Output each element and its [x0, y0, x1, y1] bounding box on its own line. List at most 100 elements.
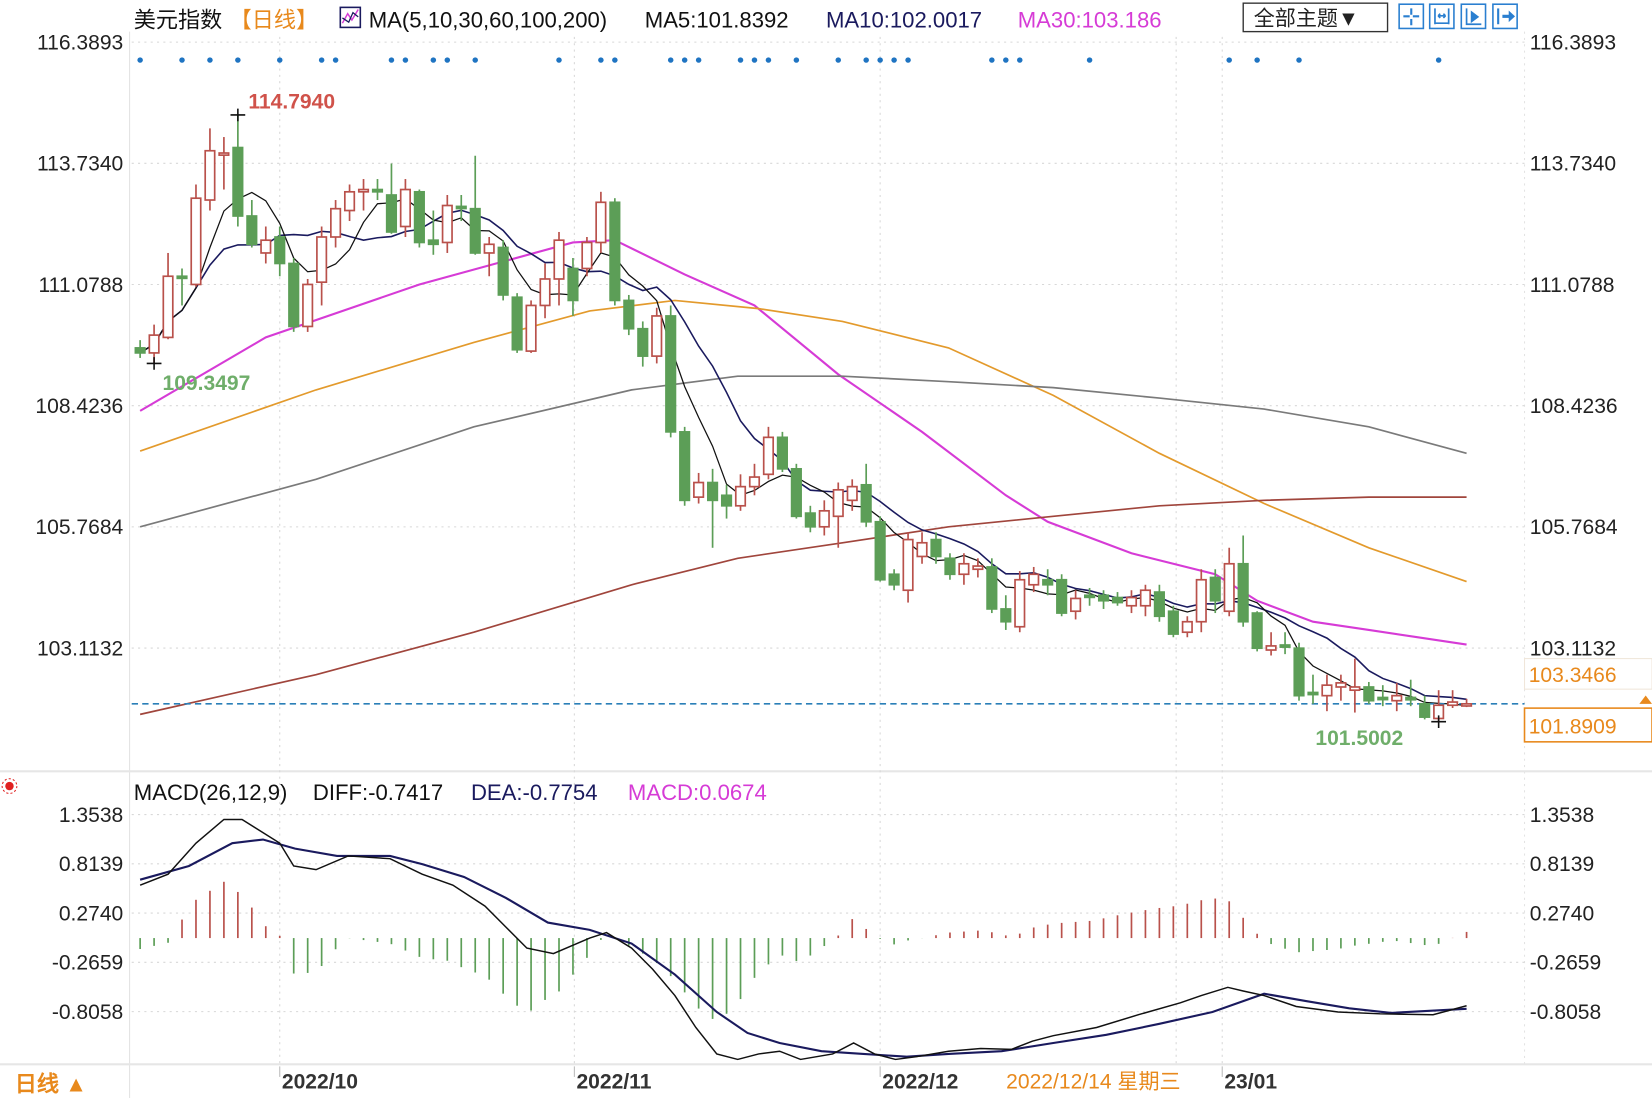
price-axis-label-left: 116.3893	[37, 32, 123, 55]
candlestick	[1363, 681, 1375, 704]
crosshair-icon[interactable]	[1398, 3, 1425, 30]
candlestick	[609, 198, 621, 306]
candlestick	[1056, 574, 1068, 617]
candlestick	[1447, 690, 1459, 708]
period-label[interactable]: 【日线】	[230, 7, 318, 32]
candle-body-down	[1097, 594, 1110, 602]
candlestick	[511, 293, 523, 353]
price-axis-label-left: 111.0788	[39, 274, 124, 297]
candle-body-up	[343, 190, 356, 212]
axis-labels: 116.3893 116.3893 113.7340 113.7340 111.0788…	[35, 32, 1617, 1094]
candlesticks: 114.7940 109.3497 101.5002	[134, 91, 1473, 750]
candlestick	[232, 115, 244, 227]
signal-dot	[235, 57, 241, 63]
candle-body-up	[399, 188, 411, 228]
macd-settings-icon[interactable]	[1, 778, 18, 794]
candlestick	[330, 200, 342, 248]
play-forward-icon[interactable]	[1460, 3, 1487, 30]
signal-dot	[667, 57, 674, 63]
low-marker-left	[146, 357, 162, 370]
ma30-value: MA30:103.186	[1018, 7, 1162, 32]
last-price-tag	[1523, 707, 1652, 743]
candlestick	[804, 505, 816, 533]
candle-body-up	[190, 197, 202, 286]
candlestick	[944, 553, 956, 580]
candlestick	[399, 179, 411, 237]
price-axis-label-right: 108.4236	[1530, 395, 1618, 418]
candle-body-down	[720, 494, 733, 507]
macd-axis-label-right: -0.2659	[1530, 952, 1601, 975]
candle-body-down	[1056, 578, 1068, 614]
candle-body-up	[316, 236, 328, 284]
candlestick	[1070, 590, 1082, 620]
signal-dot	[332, 57, 339, 63]
price-axis-label-right: 116.3893	[1530, 32, 1616, 55]
candlestick	[343, 184, 356, 222]
candlestick	[581, 236, 593, 277]
signal-dot	[695, 57, 702, 63]
candle-body-down	[1000, 608, 1012, 623]
candlestick	[762, 426, 775, 480]
price-axis-label-right: 103.1132	[1530, 637, 1616, 660]
candlestick	[1014, 571, 1026, 633]
candle-body-down	[944, 557, 956, 576]
candle-body-up	[581, 241, 593, 270]
signal-dot	[1003, 57, 1009, 63]
candle-body-up	[651, 315, 663, 357]
candle-body-down	[1251, 612, 1263, 650]
signal-dot	[765, 57, 772, 63]
candlestick	[1265, 632, 1277, 656]
signal-dot	[318, 57, 325, 63]
candlestick	[665, 305, 677, 438]
candle-body-down	[623, 299, 635, 330]
signal-dot	[1017, 57, 1023, 63]
candlestick	[497, 240, 509, 301]
candlestick	[1419, 695, 1431, 720]
price-axis-label-left: 113.7340	[37, 153, 123, 176]
candle-body-up	[148, 334, 160, 354]
theme-dropdown-button[interactable]: 全部主题▼	[1242, 2, 1389, 33]
jump-end-icon[interactable]	[1492, 3, 1518, 30]
ma-params: MA(5,10,30,60,100,200)	[369, 7, 607, 32]
candle-body-down	[679, 431, 691, 502]
indicator-chart-icon[interactable]	[339, 6, 362, 29]
candle-body-up	[1070, 597, 1082, 613]
candle-body-down	[1042, 578, 1054, 586]
period-toggle-button[interactable]: 日线 ▲	[15, 1072, 87, 1097]
candlestick	[539, 263, 551, 319]
ma10-value: MA10:102.0017	[826, 7, 982, 32]
ma30-line	[139, 239, 1467, 646]
candle-body-down	[707, 481, 719, 502]
candle-body-up	[1195, 578, 1207, 623]
candle-body-up	[1349, 686, 1361, 692]
zoom-range-icon[interactable]	[1428, 3, 1455, 30]
candle-body-up	[818, 509, 830, 528]
candle-body-up	[958, 562, 970, 576]
candlestick	[413, 189, 425, 248]
cursor-date-box	[1000, 1066, 1217, 1098]
time-axis-label: 2022/11	[576, 1071, 651, 1094]
marker-price-tag	[1523, 658, 1652, 690]
candle-body-up	[1321, 684, 1333, 697]
candle-body-down	[511, 296, 523, 351]
candle-body-up	[357, 188, 370, 193]
candlestick	[1349, 658, 1361, 713]
candle-body-down	[1279, 644, 1291, 648]
candle-body-up	[1125, 596, 1138, 607]
candlestick	[316, 226, 328, 306]
ma100-line	[139, 375, 1467, 528]
candle-body-up	[762, 436, 775, 476]
candlestick	[748, 463, 761, 496]
candlestick	[204, 128, 216, 211]
candle-body-down	[1111, 596, 1124, 604]
candlestick	[553, 231, 565, 306]
signal-dot	[1435, 57, 1442, 63]
candlestick	[846, 479, 858, 511]
candlestick	[1195, 569, 1207, 633]
candlestick	[832, 482, 844, 548]
candlestick	[1307, 674, 1319, 704]
signal-dot	[612, 57, 618, 63]
candle-body-up	[916, 541, 928, 558]
candlestick	[190, 184, 202, 287]
